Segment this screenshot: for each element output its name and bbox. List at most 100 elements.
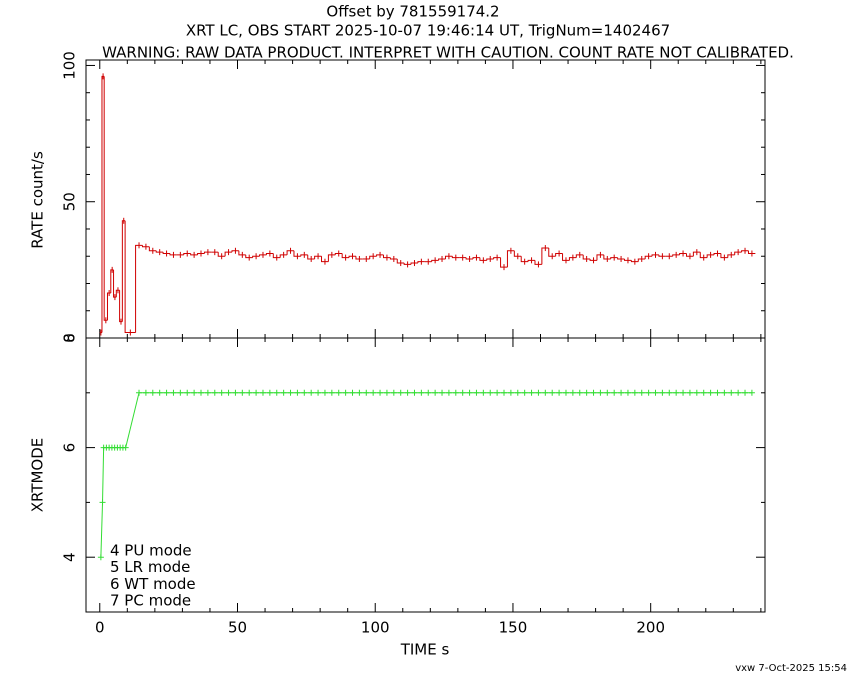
y-tick-label: 6	[61, 443, 79, 453]
y-tick-label: 8	[61, 333, 79, 343]
point-marker	[363, 389, 370, 396]
point-marker	[356, 389, 363, 396]
x-tick-label: 200	[636, 619, 665, 637]
histogram-step	[135, 244, 143, 333]
point-marker	[308, 389, 315, 396]
histogram-step	[747, 250, 756, 255]
point-marker	[218, 389, 225, 396]
point-marker	[149, 389, 156, 396]
histogram-step	[610, 257, 618, 259]
point-marker	[666, 389, 673, 396]
point-marker	[459, 389, 466, 396]
point-marker	[253, 389, 260, 396]
point-marker	[680, 389, 687, 396]
histogram-step	[238, 250, 246, 256]
point-marker	[232, 389, 239, 396]
legend-text: 4 PU mode	[110, 542, 192, 560]
histogram-step	[369, 255, 377, 259]
histogram-step	[472, 257, 480, 259]
point-marker	[535, 389, 542, 396]
histogram-step	[341, 253, 350, 259]
histogram-step	[203, 251, 212, 254]
point-marker	[273, 389, 280, 396]
point-marker	[136, 389, 143, 396]
histogram-step	[272, 253, 281, 259]
histogram-step	[300, 254, 308, 257]
histogram-step	[541, 247, 549, 265]
point-marker	[507, 389, 514, 396]
histogram-step	[197, 253, 205, 255]
histogram-step	[720, 253, 728, 259]
point-marker	[259, 389, 266, 396]
point-marker	[445, 389, 452, 396]
histogram-step	[348, 255, 356, 258]
point-marker	[611, 389, 618, 396]
point-marker	[638, 389, 645, 396]
point-marker	[748, 389, 755, 396]
point-marker	[597, 389, 604, 396]
histogram-step	[417, 261, 425, 264]
y-axis-label: RATE count/s	[29, 151, 47, 249]
histogram-step	[651, 254, 659, 257]
point-marker	[287, 389, 294, 396]
point-marker	[452, 389, 459, 396]
histogram-step	[527, 259, 535, 262]
point-marker	[562, 389, 569, 396]
point-marker	[411, 389, 418, 396]
point-marker	[204, 389, 211, 396]
histogram-step	[637, 258, 646, 262]
point-marker	[301, 389, 308, 396]
histogram-step	[630, 260, 639, 263]
point-marker	[583, 389, 590, 396]
histogram-step	[692, 251, 701, 257]
histogram-step	[451, 256, 460, 259]
histogram-step	[589, 258, 597, 261]
histogram-step	[685, 253, 694, 257]
point-marker	[404, 389, 411, 396]
point-marker	[686, 389, 693, 396]
histogram-step	[124, 220, 136, 334]
point-marker	[576, 389, 583, 396]
histogram-step	[575, 254, 584, 258]
histogram-step	[699, 252, 708, 259]
point-marker	[556, 389, 563, 396]
histogram-step	[217, 252, 226, 257]
point-marker	[246, 389, 253, 396]
point-marker	[693, 389, 700, 396]
y-tick-label: 100	[61, 51, 79, 80]
histogram-step	[438, 258, 446, 261]
point-marker	[370, 389, 377, 396]
histogram-step	[603, 254, 611, 260]
point-marker	[425, 389, 432, 396]
legend-text: 7 PC mode	[110, 592, 191, 610]
point-marker	[170, 389, 177, 396]
histogram-step	[155, 250, 164, 253]
point-marker	[335, 389, 342, 396]
point-marker	[390, 389, 397, 396]
histogram-step	[224, 251, 232, 257]
point-marker	[480, 389, 487, 396]
histogram-step	[548, 248, 556, 257]
histogram-step	[479, 257, 487, 261]
point-marker	[122, 444, 129, 451]
histogram-step	[410, 262, 418, 265]
point-marker	[377, 389, 384, 396]
point-marker	[177, 389, 184, 396]
point-marker	[280, 389, 287, 396]
histogram-step	[555, 253, 563, 257]
point-marker	[211, 389, 218, 396]
histogram-step	[431, 259, 439, 262]
point-marker	[528, 389, 535, 396]
histogram-step	[679, 253, 687, 255]
x-axis-label: TIME s	[400, 641, 450, 659]
histogram-step	[500, 257, 508, 268]
histogram-step	[327, 254, 336, 262]
point-marker	[225, 389, 232, 396]
point-marker	[321, 389, 328, 396]
histogram-step	[403, 263, 412, 265]
point-marker	[432, 389, 439, 396]
point-marker	[707, 389, 714, 396]
point-marker	[521, 389, 528, 396]
